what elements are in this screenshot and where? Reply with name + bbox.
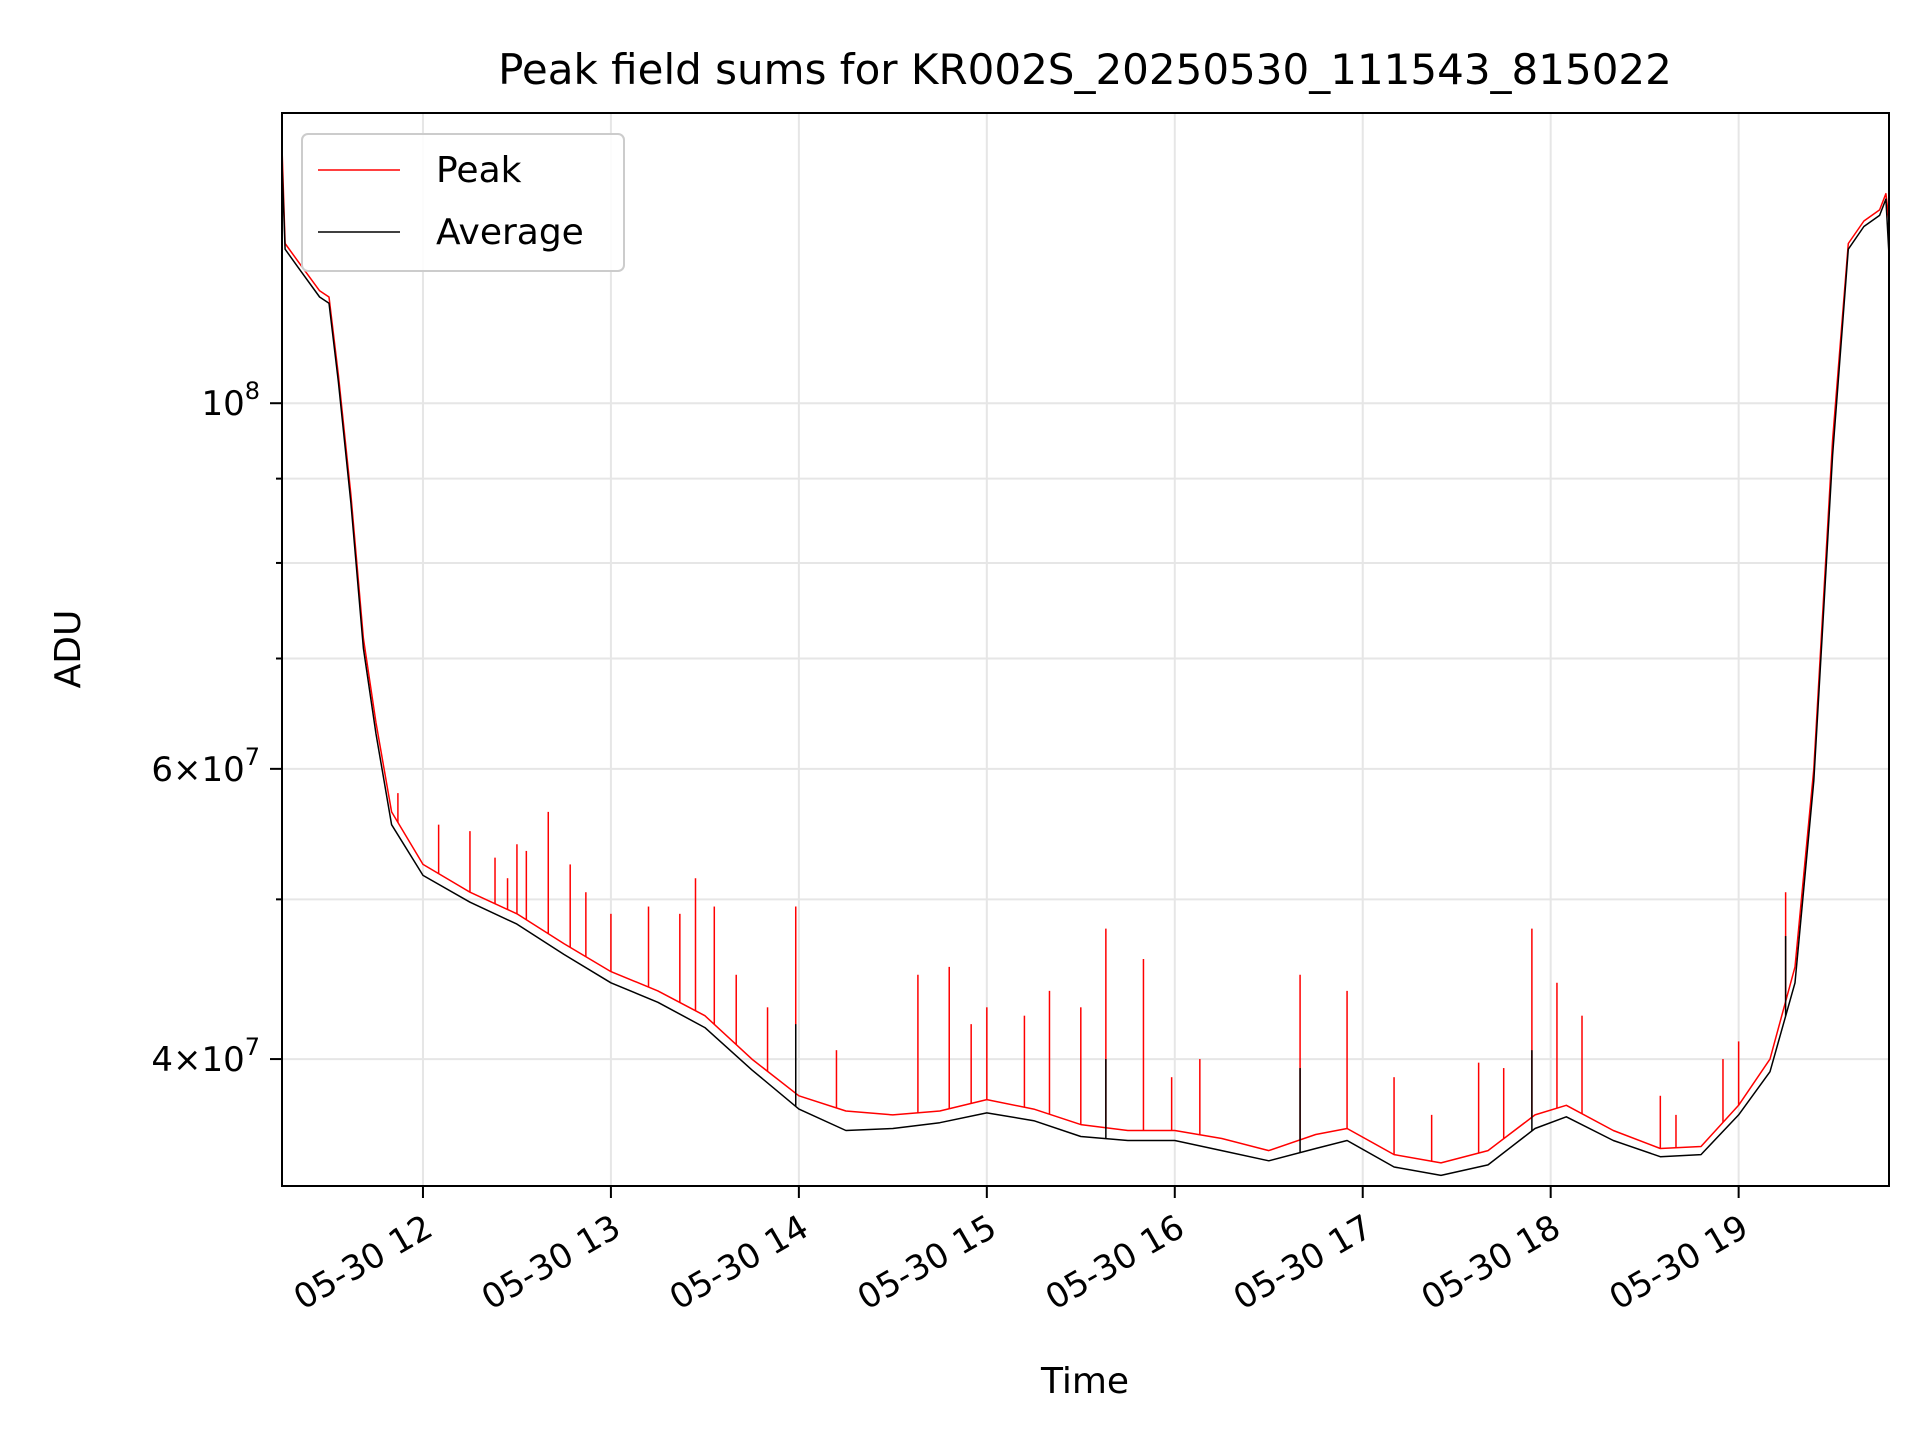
x-axis-label: Time bbox=[1040, 1361, 1129, 1402]
y-tick-mantissa: 4 bbox=[151, 1040, 173, 1080]
y-tick-times: ×10 bbox=[173, 1040, 245, 1080]
y-tick-label: 4×107 bbox=[151, 1033, 260, 1080]
legend-label-average: Average bbox=[436, 212, 584, 253]
plot-frame bbox=[281, 112, 1890, 1187]
series-layer bbox=[281, 147, 1890, 1177]
y-tick-base: 10 bbox=[201, 384, 244, 424]
y-tick-label: 6×107 bbox=[151, 743, 260, 790]
y-axis-label: ADU bbox=[48, 610, 89, 689]
legend-box bbox=[301, 133, 625, 272]
grid bbox=[282, 113, 1889, 1186]
y-tick-times: ×10 bbox=[173, 750, 245, 790]
y-tick-mantissa: 6 bbox=[151, 750, 173, 790]
series-line-average bbox=[281, 162, 1890, 1177]
chart-title: Peak field sums for KR002S_20250530_1115… bbox=[498, 45, 1672, 94]
y-tick-label: 108 bbox=[201, 377, 260, 424]
legend-label-peak: Peak bbox=[436, 150, 522, 191]
y-tick-exponent: 8 bbox=[245, 377, 260, 405]
legend: Peak Average bbox=[301, 133, 625, 272]
y-tick-exponent: 7 bbox=[245, 1033, 260, 1061]
y-tick-exponent: 7 bbox=[245, 743, 260, 771]
